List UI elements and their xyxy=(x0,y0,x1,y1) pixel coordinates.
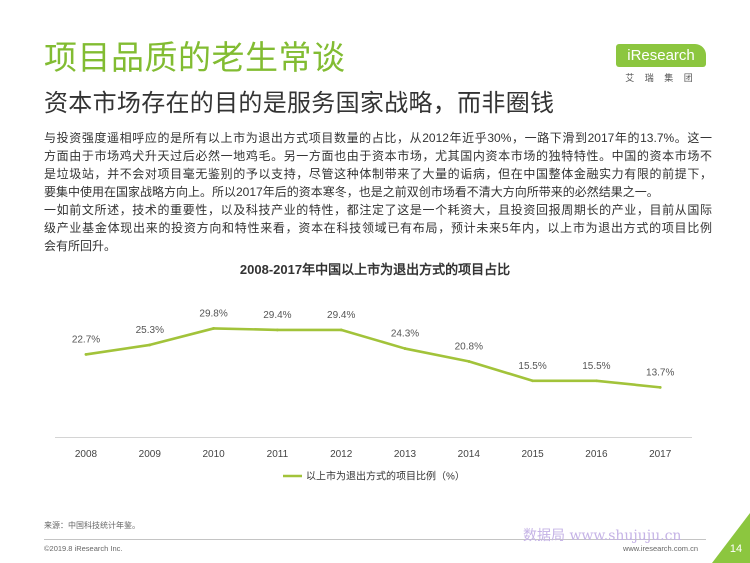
paragraph-line: 与投资强度遥相呼应的是所有以上市为退出方式项目数量的占比，从2012年近乎30%… xyxy=(44,131,712,145)
x-tick-label: 2011 xyxy=(267,449,289,460)
x-tick-label: 2010 xyxy=(202,449,225,460)
corner-triangle-shape xyxy=(712,513,750,563)
x-tick-label: 2015 xyxy=(521,449,544,460)
paragraph-line: 会有所回升。 xyxy=(44,239,117,253)
source-note: 来源：中国科技统计年鉴。 xyxy=(44,521,140,530)
page-title: 项目品质的老生常谈 xyxy=(44,39,346,76)
paragraph: 一如前文所述，技术的重要性，以及科技产业的特性，都注定了这是一个耗资大，且投资回… xyxy=(44,201,712,255)
data-label: 20.8% xyxy=(455,341,483,352)
page-corner-triangle xyxy=(712,513,750,563)
data-point xyxy=(276,328,279,332)
data-point xyxy=(531,379,534,383)
watermark: 数据局 www.shujuju.cn xyxy=(523,528,682,544)
data-label: 22.7% xyxy=(72,334,100,345)
series-line-segment xyxy=(148,327,215,347)
x-tick-label: 2012 xyxy=(330,449,353,460)
x-tick-label: 2017 xyxy=(649,449,672,460)
x-tick-label: 2014 xyxy=(458,449,481,460)
legend-label: 以上市为退出方式的项目比例（%） xyxy=(306,470,465,483)
series-line-segment xyxy=(339,328,407,350)
data-label: 29.8% xyxy=(199,308,227,319)
paragraph-line: 级产业基金体现出来的投资方向和特性来看，资本在科技领域已有布局，预计未来5年内，… xyxy=(44,221,712,235)
x-tick-label: 2013 xyxy=(394,449,417,460)
data-label: 24.3% xyxy=(391,329,419,340)
data-point xyxy=(339,328,343,332)
paragraph-line: 方面由于市场鸡犬升天过后必然一地鸡毛。另一方面也由于资本市场，尤其国内资本市场的… xyxy=(44,149,712,163)
data-point xyxy=(595,379,598,383)
data-label: 29.4% xyxy=(327,310,355,321)
data-label: 13.7% xyxy=(646,367,674,378)
data-label: 15.5% xyxy=(582,361,610,372)
logo-subtitle: 艾 瑞 集 团 xyxy=(625,73,697,83)
copyright: ©2019.8 iResearch Inc. xyxy=(44,544,123,553)
chart-title: 2008-2017年中国以上市为退出方式的项目占比 xyxy=(239,262,511,277)
body-text: 与投资强度遥相呼应的是所有以上市为退出方式项目数量的占比，从2012年近乎30%… xyxy=(44,129,712,255)
paragraph-line: 是垃圾站，并不会对项目毫无鉴别的予以支持，尽管这种体制带来了大量的诟病，但在中国… xyxy=(44,167,712,181)
data-point xyxy=(403,347,407,350)
iresearch-logo: iResearch xyxy=(616,44,706,67)
page-number: 14 xyxy=(729,543,743,555)
series-line-segment xyxy=(595,379,662,389)
x-tick-label: 2009 xyxy=(139,449,162,460)
data-point xyxy=(212,327,216,330)
x-tick-label: 2008 xyxy=(75,449,98,460)
series-line-segment xyxy=(84,343,152,356)
series-line-segment xyxy=(212,327,279,332)
paragraph: 与投资强度遥相呼应的是所有以上市为退出方式项目数量的占比，从2012年近乎30%… xyxy=(44,129,712,201)
page-subtitle: 资本市场存在的目的是服务国家战略，而非圈钱 xyxy=(44,90,555,117)
data-point xyxy=(658,385,662,389)
footer-divider xyxy=(44,539,706,540)
data-point xyxy=(84,353,88,356)
data-label: 15.5% xyxy=(518,361,546,372)
paragraph-line: 一如前文所述，技术的重要性，以及科技产业的特性，都注定了这是一个耗资大，且投资回… xyxy=(44,203,712,217)
data-label: 25.3% xyxy=(136,325,164,336)
paragraph-line: 要集中使用在国家战略方向上。所以2017年后的资本寒冬，也是之前双创市场看不清大… xyxy=(44,185,659,199)
series-line-segment xyxy=(403,347,471,363)
x-tick-label: 2016 xyxy=(585,449,608,460)
data-point xyxy=(467,359,471,363)
website-url: www.iresearch.com.cn xyxy=(622,544,698,553)
series-line-segment xyxy=(467,360,534,383)
line-chart: 2008 2009 2010 2011 2012 2013 2014 2015 2016 2017… xyxy=(55,308,692,483)
data-point xyxy=(148,343,152,347)
data-label: 29.4% xyxy=(263,310,291,321)
